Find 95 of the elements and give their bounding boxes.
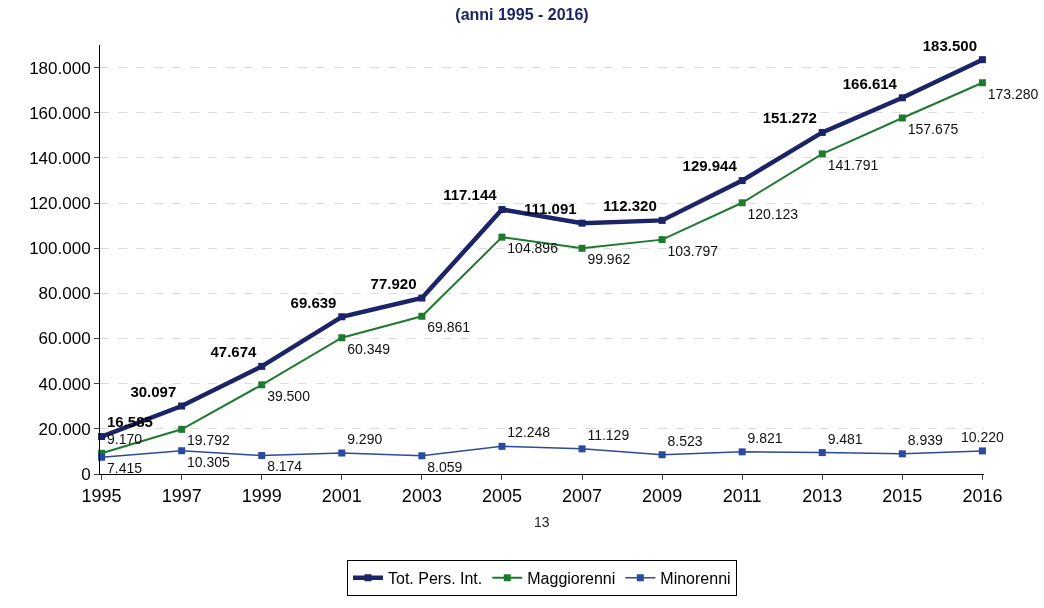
data-label: 8.939 xyxy=(907,431,943,448)
point xyxy=(738,177,746,185)
data-label: 60.349 xyxy=(347,340,391,357)
y-tick-label: 80.000 xyxy=(38,284,91,304)
data-label: 8.523 xyxy=(667,432,703,449)
point xyxy=(658,236,666,244)
legend-label: Maggiorenni xyxy=(527,569,616,587)
point xyxy=(498,206,506,213)
point xyxy=(578,219,586,227)
data-label: 69.861 xyxy=(427,319,471,336)
x-tick-label: 2016 xyxy=(962,485,1003,506)
data-label: 111.091 xyxy=(524,200,577,218)
text: 13 xyxy=(534,514,550,530)
point xyxy=(338,334,346,342)
point xyxy=(658,216,666,224)
data-label: 8.059 xyxy=(427,458,463,475)
x-tick-label: 1995 xyxy=(81,485,122,506)
data-label: 7.415 xyxy=(106,460,143,477)
y-tick-label: 100.000 xyxy=(29,239,91,259)
data-label: 117.144 xyxy=(443,186,498,204)
data-label: 173.280 xyxy=(987,85,1039,102)
data-label: 69.639 xyxy=(290,293,337,311)
point xyxy=(578,244,586,252)
point xyxy=(898,114,906,122)
point xyxy=(738,448,746,456)
point xyxy=(418,312,426,320)
data-label: 77.920 xyxy=(370,274,417,292)
data-label: 10.220 xyxy=(960,429,1005,446)
y-tick-label: 120.000 xyxy=(29,194,91,213)
point xyxy=(578,445,586,453)
x-tick-label: 2009 xyxy=(642,485,683,506)
point xyxy=(258,452,266,460)
point xyxy=(338,313,346,321)
point xyxy=(178,425,186,433)
point xyxy=(818,128,826,136)
point xyxy=(418,294,426,302)
data-label: 10.305 xyxy=(187,453,231,470)
point xyxy=(898,94,906,102)
data-label: 39.500 xyxy=(267,387,311,404)
x-tick-label: 2013 xyxy=(802,485,843,506)
data-label: 47.674 xyxy=(210,343,258,361)
x-tick-label: 1997 xyxy=(161,485,202,506)
x-tick-label: 2001 xyxy=(321,485,362,506)
x-tick-label: 2011 xyxy=(722,485,762,506)
y-tick-label: 40.000 xyxy=(38,374,91,394)
legend-label: Minorenni xyxy=(660,569,731,587)
y-tick-label: 160.000 xyxy=(29,103,91,123)
data-label: 112.320 xyxy=(603,197,657,215)
legend-label: Tot. Pers. Int. xyxy=(388,569,483,587)
y-tick-label: 20.000 xyxy=(38,419,91,439)
data-label: 104.896 xyxy=(507,240,559,257)
data-label: 9.290 xyxy=(347,431,383,448)
x-tick-label: 1999 xyxy=(241,485,282,506)
point xyxy=(258,362,266,370)
data-label: 99.962 xyxy=(587,251,631,268)
data-label: 30.097 xyxy=(130,382,177,400)
data-label: 129.944 xyxy=(682,157,738,175)
point xyxy=(818,449,826,457)
point xyxy=(898,450,906,458)
point xyxy=(498,233,506,241)
point xyxy=(498,442,506,450)
point xyxy=(978,447,986,455)
point xyxy=(738,199,746,207)
y-tick-label: 140.000 xyxy=(29,148,91,168)
data-label: 157.675 xyxy=(907,120,959,137)
y-tick-label: 180.000 xyxy=(29,58,91,78)
x-tick-label: 2015 xyxy=(882,485,923,506)
x-tick-label: 2003 xyxy=(401,485,442,506)
data-label: 8.174 xyxy=(267,458,303,475)
point xyxy=(658,451,666,459)
data-label: 12.248 xyxy=(507,424,551,441)
data-label: 9.170 xyxy=(106,431,143,448)
data-label: 151.272 xyxy=(762,109,817,127)
y-tick-label: 0 xyxy=(81,464,91,484)
data-label: 166.614 xyxy=(842,74,898,92)
data-label: 183.500 xyxy=(922,36,978,54)
point xyxy=(178,402,186,410)
point xyxy=(258,381,266,389)
point xyxy=(978,79,986,87)
point xyxy=(338,449,346,457)
point xyxy=(178,447,186,455)
point xyxy=(978,56,986,64)
data-label: 19.792 xyxy=(187,432,231,449)
point xyxy=(818,150,826,158)
point xyxy=(418,452,426,460)
data-label: 11.129 xyxy=(587,426,630,443)
data-label: 103.797 xyxy=(667,242,719,259)
data-label: 9.481 xyxy=(827,430,863,447)
data-label: 9.821 xyxy=(747,429,783,446)
y-tick-label: 60.000 xyxy=(38,329,91,349)
data-label: 141.791 xyxy=(827,156,879,173)
data-label: 120.123 xyxy=(747,205,799,222)
chart-title: (anni 1995 - 2016) xyxy=(455,6,589,24)
x-tick-label: 2007 xyxy=(562,485,603,506)
x-tick-label: 2005 xyxy=(481,485,522,506)
